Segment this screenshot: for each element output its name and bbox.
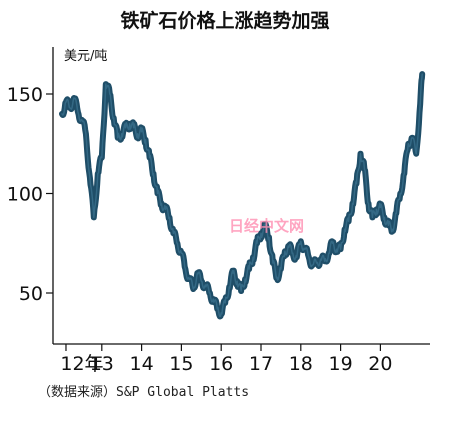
price-line-highlight bbox=[61, 73, 423, 318]
x-tick-label-4: 16 bbox=[209, 353, 233, 375]
x-tick-label-7: 19 bbox=[329, 353, 353, 375]
x-tick-label-5: 17 bbox=[249, 353, 273, 375]
y-axis-label: 美元/吨 bbox=[64, 49, 107, 64]
x-tick-label-2: 14 bbox=[130, 353, 154, 375]
chart-title: 铁矿石价格上涨趋势加强 bbox=[120, 10, 330, 32]
x-tick-label-8: 20 bbox=[368, 353, 392, 375]
x-tick-label-6: 18 bbox=[289, 353, 313, 375]
y-tick-label-150: 150 bbox=[7, 84, 43, 106]
y-tick-label-100: 100 bbox=[7, 184, 43, 206]
x-tick-label-3: 15 bbox=[169, 353, 193, 375]
price-line bbox=[59, 71, 426, 320]
x-tick-label-1: 13 bbox=[90, 353, 114, 375]
source-note: （数据来源）S&P Global Platts bbox=[38, 385, 250, 400]
x-tick-label-0: 12年 bbox=[60, 353, 103, 375]
watermark-logo: 日经中文网 bbox=[229, 217, 305, 235]
y-tick-label-50: 50 bbox=[19, 283, 43, 305]
